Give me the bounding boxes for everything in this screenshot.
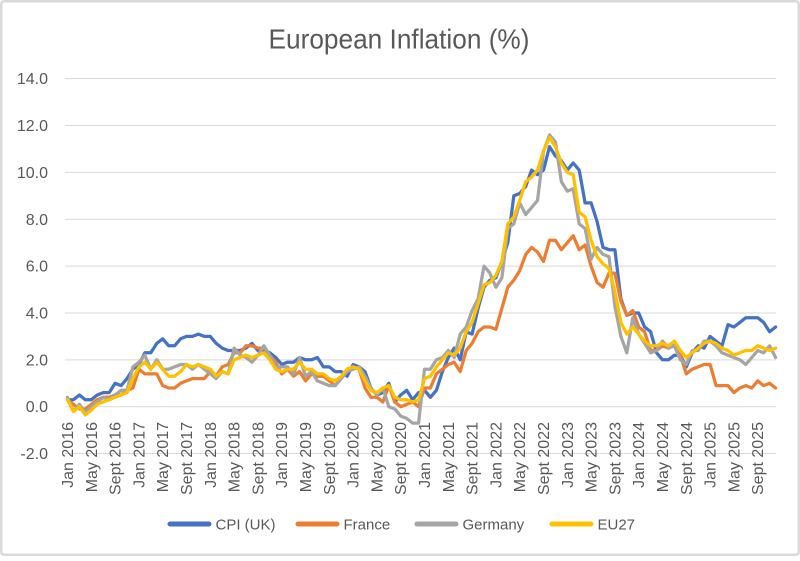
svg-text:May 2020: May 2020 <box>369 422 386 492</box>
svg-text:May 2017: May 2017 <box>155 422 172 492</box>
svg-text:Jan 2018: Jan 2018 <box>203 422 220 488</box>
svg-text:6.0: 6.0 <box>26 259 48 276</box>
svg-text:May 2025: May 2025 <box>726 422 743 492</box>
svg-text:Jan 2016: Jan 2016 <box>60 422 77 488</box>
svg-text:Jan 2021: Jan 2021 <box>417 422 434 488</box>
svg-text:May 2019: May 2019 <box>298 422 315 492</box>
svg-text:Sept 2022: Sept 2022 <box>536 422 553 495</box>
svg-text:10.0: 10.0 <box>17 165 48 182</box>
svg-text:Jan 2020: Jan 2020 <box>346 422 363 488</box>
svg-text:May 2016: May 2016 <box>84 422 101 492</box>
svg-text:European Inflation (%): European Inflation (%) <box>269 24 530 55</box>
svg-text:14.0: 14.0 <box>17 71 48 88</box>
svg-text:Jan 2019: Jan 2019 <box>274 422 291 488</box>
svg-text:Sept 2023: Sept 2023 <box>607 422 624 495</box>
svg-text:2.0: 2.0 <box>26 352 48 369</box>
svg-text:Sept 2016: Sept 2016 <box>108 422 125 495</box>
svg-text:Sept 2017: Sept 2017 <box>179 422 196 495</box>
svg-text:Sept 2021: Sept 2021 <box>465 422 482 495</box>
svg-text:Sept 2019: Sept 2019 <box>322 422 339 495</box>
svg-text:Sept 2025: Sept 2025 <box>750 422 767 495</box>
svg-text:12.0: 12.0 <box>17 118 48 135</box>
svg-text:May 2018: May 2018 <box>227 422 244 492</box>
svg-text:France: France <box>344 517 391 534</box>
svg-text:Sept 2018: Sept 2018 <box>250 422 267 495</box>
svg-text:May 2022: May 2022 <box>512 422 529 492</box>
svg-text:CPI (UK): CPI (UK) <box>216 517 276 534</box>
svg-text:Sept 2020: Sept 2020 <box>393 422 410 495</box>
svg-text:-2.0: -2.0 <box>20 446 48 463</box>
svg-text:Jan 2024: Jan 2024 <box>631 422 648 488</box>
svg-text:Jan 2023: Jan 2023 <box>560 422 577 488</box>
svg-text:May 2021: May 2021 <box>441 422 458 492</box>
svg-text:May 2023: May 2023 <box>584 422 601 492</box>
svg-text:Sept 2024: Sept 2024 <box>679 422 696 495</box>
svg-text:Jan 2022: Jan 2022 <box>488 422 505 488</box>
svg-text:EU27: EU27 <box>598 517 636 534</box>
svg-text:Jan 2025: Jan 2025 <box>703 422 720 488</box>
svg-text:0.0: 0.0 <box>26 399 48 416</box>
svg-text:Jan 2017: Jan 2017 <box>131 422 148 488</box>
svg-text:May 2024: May 2024 <box>655 422 672 492</box>
svg-text:4.0: 4.0 <box>26 306 48 323</box>
svg-text:8.0: 8.0 <box>26 212 48 229</box>
svg-text:Germany: Germany <box>463 517 525 534</box>
